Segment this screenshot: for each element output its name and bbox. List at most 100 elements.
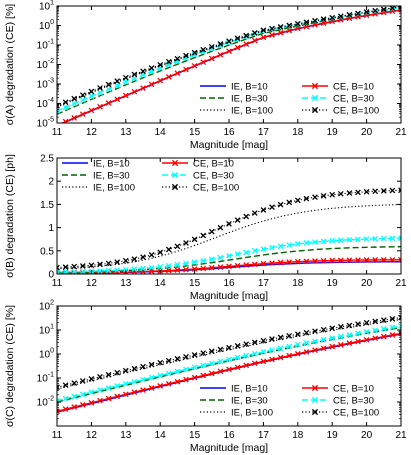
data-point: [140, 254, 146, 260]
x-tick-label: 17: [258, 430, 270, 441]
data-point: [183, 354, 189, 360]
legend-item: CE, B=30: [302, 94, 374, 105]
data-point: [57, 264, 60, 271]
data-point: [105, 267, 112, 274]
x-tick-label: 11: [52, 127, 63, 138]
data-point: [372, 188, 379, 195]
data-point: [226, 356, 232, 363]
data-point: [105, 86, 112, 92]
legend-label: IE, B=10: [231, 82, 268, 93]
data-point: [251, 210, 258, 216]
data-point: [312, 17, 318, 24]
data-point: [183, 366, 189, 373]
data-point: [183, 260, 189, 267]
data-point: [251, 350, 258, 357]
series-5: [57, 6, 401, 108]
data-point: [337, 257, 344, 264]
data-point: [88, 93, 95, 100]
data-point: [294, 241, 301, 247]
data-point: [372, 327, 379, 334]
data-point: [389, 187, 396, 194]
data-point: [88, 376, 95, 382]
x-tick-label: 12: [86, 127, 98, 138]
data-point: [165, 74, 172, 80]
data-point: [355, 321, 361, 327]
x-tick-label: 12: [86, 278, 98, 289]
data-point: [62, 395, 69, 402]
data-point: [243, 262, 250, 268]
data-point: [140, 85, 146, 91]
data-point: [174, 267, 181, 273]
data-point: [165, 357, 172, 364]
data-point: [269, 204, 275, 210]
data-point: [191, 374, 198, 381]
legend-marker: [171, 159, 179, 167]
series-5: [57, 203, 401, 270]
data-point: [320, 257, 327, 264]
data-point: [243, 249, 250, 256]
data-point: [260, 358, 267, 365]
legend-label: CE, B=30: [193, 171, 234, 182]
data-point: [122, 78, 129, 85]
data-point: [389, 256, 396, 263]
x-tick-label: 11: [52, 278, 63, 289]
x-tick-label: 17: [258, 278, 270, 289]
y-tick-label: 10-5: [37, 117, 54, 130]
legend-label: CE, B=30: [333, 396, 374, 407]
data-point: [97, 89, 103, 96]
data-point: [122, 92, 129, 99]
tick-exponent: -4: [48, 97, 54, 104]
data-point: [217, 224, 224, 231]
data-point: [363, 9, 370, 15]
data-point: [174, 55, 181, 62]
tick-exponent: 2: [50, 300, 54, 307]
data-point: [337, 190, 344, 197]
y-tick-label: 102: [39, 300, 54, 313]
data-point: [320, 16, 327, 22]
series-4: [57, 235, 401, 274]
data-point: [286, 242, 293, 248]
data-point: [200, 232, 207, 239]
data-point: [226, 48, 232, 55]
tick-exponent: -3: [48, 78, 54, 85]
data-point: [191, 236, 198, 243]
data-point: [148, 361, 155, 368]
data-point: [372, 257, 379, 263]
data-point: [226, 263, 232, 270]
data-point: [355, 257, 361, 263]
data-point: [363, 188, 370, 195]
data-point: [71, 100, 78, 107]
y-tick-label: 101: [39, 324, 54, 337]
legend-item: CE, B=10: [302, 384, 374, 395]
data-point: [165, 58, 172, 65]
y-axis-label: σ(B) degradation (CE) [ph]: [4, 154, 16, 278]
data-point: [389, 324, 396, 331]
x-tick-label: 19: [327, 127, 339, 138]
data-point: [131, 71, 138, 78]
x-tick-label: 17: [258, 127, 270, 138]
data-point: [251, 30, 258, 36]
legend-item: IE, B=30: [200, 396, 268, 407]
data-point: [200, 265, 207, 272]
data-point: [217, 346, 224, 353]
data-point: [243, 32, 250, 39]
data-point: [105, 260, 112, 267]
series-line: [57, 246, 401, 274]
data-point: [174, 378, 181, 385]
data-point: [157, 383, 164, 389]
data-point: [286, 22, 293, 29]
data-point: [234, 251, 241, 258]
chart-panel-1: 11 12 13 14 15 16 17 18 19 20 2110-510-410-310-210…: [4, 0, 407, 151]
data-point: [148, 81, 155, 88]
tick-base: 10: [37, 398, 49, 409]
data-point: [312, 347, 318, 353]
tick-exponent: -1: [48, 372, 54, 379]
data-point: [148, 65, 155, 71]
data-point: [131, 256, 138, 262]
data-point: [320, 336, 327, 343]
data-point: [320, 326, 327, 333]
data-point: [363, 336, 370, 343]
series-5: [57, 318, 401, 390]
data-point: [79, 378, 86, 384]
y-tick-label: 101: [39, 0, 54, 13]
